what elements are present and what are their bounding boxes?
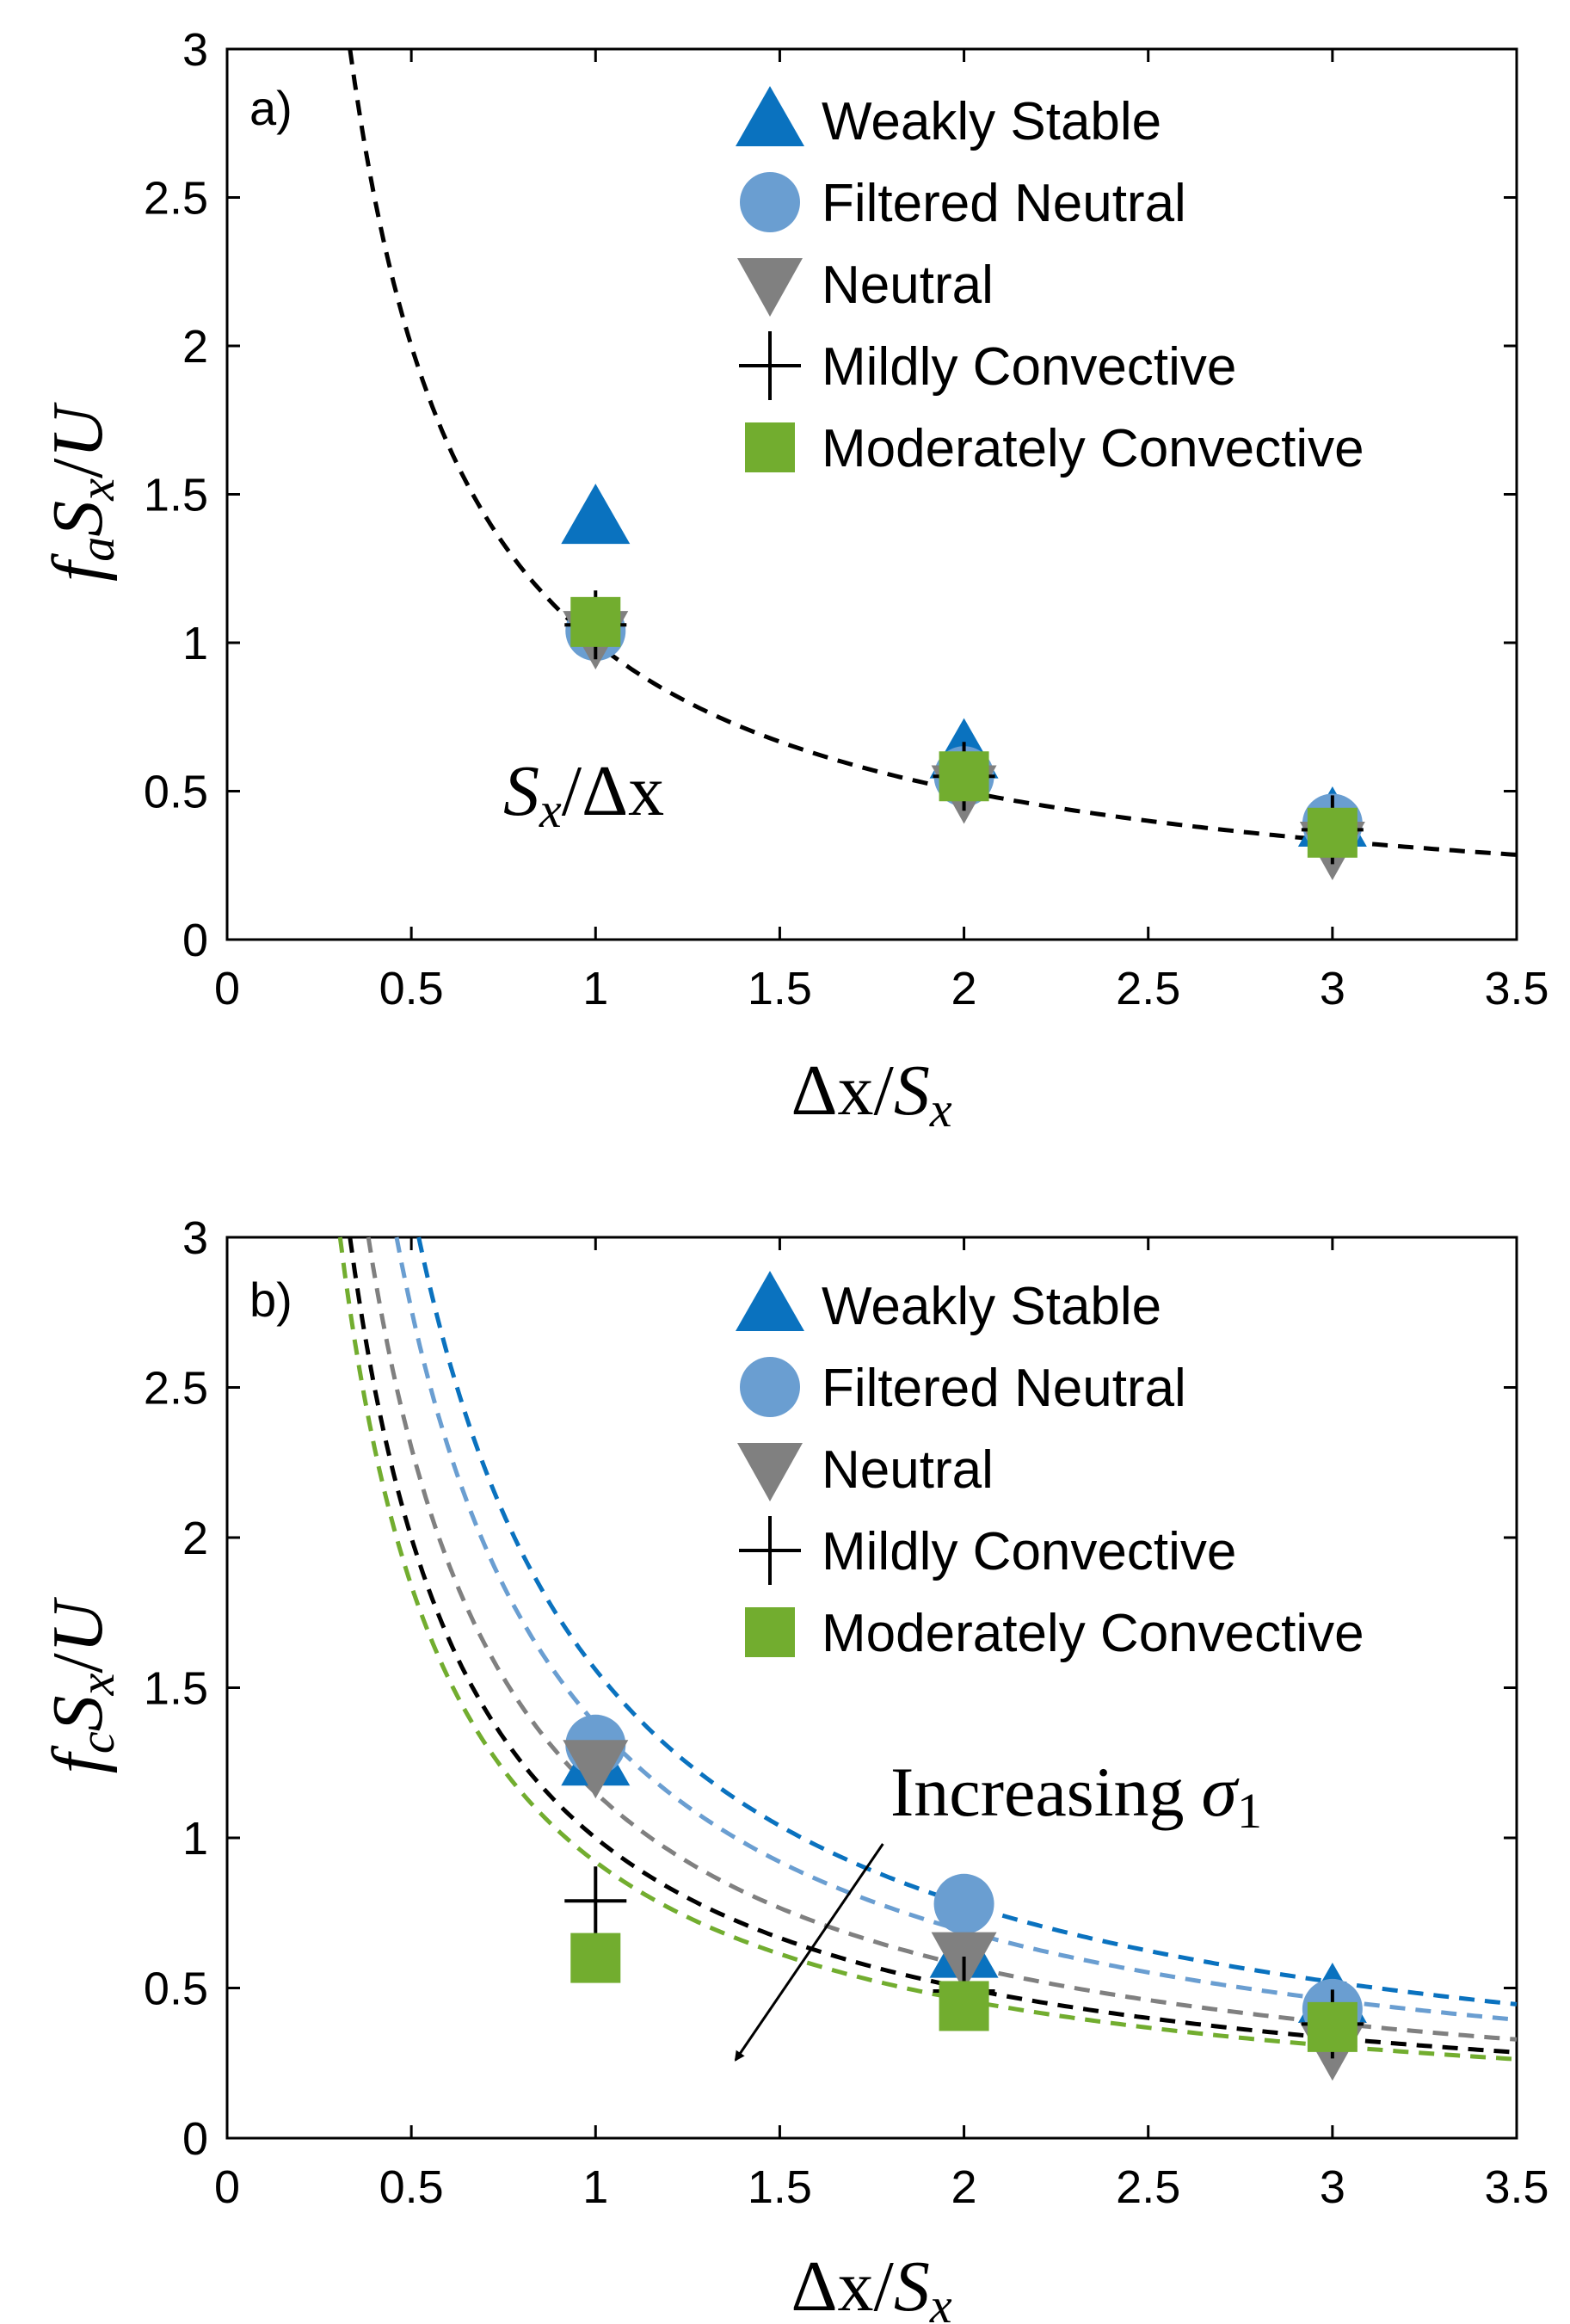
annotation-arrow — [734, 1843, 884, 2062]
legend-label-neutral: Neutral — [822, 256, 994, 315]
data-point-moderately_convective — [939, 1981, 989, 2031]
panel-label-b: b) — [249, 1273, 292, 1327]
x-tick-label: 1 — [582, 2161, 608, 2213]
y-tick-label: 1.5 — [144, 470, 208, 521]
data-point-filtered_neutral — [933, 1873, 994, 1934]
x-tick-label: 3 — [1320, 963, 1345, 1014]
legend-label-filtered_neutral: Filtered Neutral — [822, 174, 1186, 233]
x-tick-label: 2.5 — [1116, 963, 1180, 1014]
y-tick-label: 1 — [182, 1813, 208, 1865]
legend-marker-neutral — [737, 1443, 803, 1501]
points-a — [561, 484, 1367, 881]
legend-marker-weakly_stable — [736, 1271, 804, 1331]
x-tick-label: 0 — [214, 963, 240, 1014]
y-tick-label: 0.5 — [144, 767, 208, 818]
x-tick-label: 1 — [582, 963, 608, 1014]
legend-label-filtered_neutral: Filtered Neutral — [822, 1359, 1186, 1418]
x-tick-label: 2.5 — [1116, 2161, 1180, 2213]
x-axis-label-a: Δx/Sx — [791, 1051, 951, 1137]
data-point-weakly_stable — [561, 484, 631, 545]
y-tick-label: 0 — [182, 915, 208, 966]
data-point-moderately_convective — [1307, 807, 1358, 858]
y-tick-label: 2.5 — [144, 1363, 208, 1415]
y-tick-label: 1.5 — [144, 1663, 208, 1715]
y-tick-label: 3 — [182, 24, 208, 76]
legend-marker-mildly_convective — [739, 1516, 801, 1585]
x-tick-label: 2 — [951, 963, 977, 1014]
y-tick-label: 1 — [182, 618, 208, 669]
data-point-moderately_convective — [1307, 2001, 1358, 2052]
y-tick-label: 2 — [182, 321, 208, 373]
data-point-moderately_convective — [570, 596, 621, 647]
x-tick-label: 0.5 — [379, 963, 444, 1014]
data-point-moderately_convective — [570, 1933, 621, 1983]
y-tick-label: 2 — [182, 1513, 208, 1564]
y-tick-label: 0 — [182, 2113, 208, 2165]
legend-label-moderately_convective: Moderately Convective — [822, 1604, 1364, 1663]
legend-a: Weakly Stable Filtered Neutral Neutral Mild… — [736, 86, 1364, 478]
panel-b: 0 0.5 1 1.5 2 2.5 3 3.5 0 0.5 1 1.5 2 2.5 3 b) Δx/Sx f… — [38, 1212, 1549, 2324]
legend-marker-moderately_convective — [745, 1607, 795, 1657]
data-point-mildly_convective — [564, 1866, 627, 1936]
x-axis-label-b: Δx/Sx — [791, 2247, 951, 2324]
x-tick-label: 0 — [214, 2161, 240, 2213]
legend-b: Weakly Stable Filtered Neutral Neutral Mild… — [736, 1271, 1364, 1663]
legend-label-weakly_stable: Weakly Stable — [822, 92, 1161, 151]
legend-marker-moderately_convective — [745, 422, 795, 472]
legend-marker-filtered_neutral — [740, 1357, 800, 1417]
x-tick-label: 2 — [951, 2161, 977, 2213]
y-tick-label: 3 — [182, 1212, 208, 1264]
y-axis-label-a: faSx/U — [38, 402, 125, 582]
legend-label-mildly_convective: Mildly Convective — [822, 1522, 1236, 1581]
y-tick-label: 0.5 — [144, 1963, 208, 2015]
annotation-ratio-a: Sx/Δx — [503, 751, 664, 838]
x-tick-label: 0.5 — [379, 2161, 444, 2213]
legend-marker-filtered_neutral — [740, 172, 800, 232]
x-tick-label: 3.5 — [1484, 2161, 1548, 2213]
data-point-neutral — [563, 1740, 629, 1799]
x-tick-label: 1.5 — [748, 963, 812, 1014]
legend-marker-neutral — [737, 258, 803, 317]
x-tick-label: 3.5 — [1484, 963, 1548, 1014]
legend-label-weakly_stable: Weakly Stable — [822, 1277, 1161, 1336]
legend-label-mildly_convective: Mildly Convective — [822, 337, 1236, 397]
legend-label-moderately_convective: Moderately Convective — [822, 419, 1364, 478]
annotation-increasing-sigma: Increasing σ1 — [890, 1752, 1262, 1839]
legend-marker-mildly_convective — [739, 331, 801, 400]
points-b — [561, 1714, 1367, 2081]
plot-area-b — [225, 1236, 1518, 2140]
ticks-a: 0 0.5 1 1.5 2 2.5 3 3.5 0 0.5 1 1.5 2 2.5 3 — [144, 24, 1549, 1014]
ticks-b: 0 0.5 1 1.5 2 2.5 3 3.5 0 0.5 1 1.5 2 2.5 3 — [144, 1212, 1549, 2213]
y-tick-label: 2.5 — [144, 173, 208, 225]
x-tick-label: 1.5 — [748, 2161, 812, 2213]
data-point-moderately_convective — [939, 751, 989, 802]
x-tick-label: 3 — [1320, 2161, 1345, 2213]
legend-marker-weakly_stable — [736, 86, 804, 146]
panel-label-a: a) — [249, 81, 292, 135]
y-axis-label-b: fcSx/U — [38, 1596, 125, 1773]
legend-label-neutral: Neutral — [822, 1440, 994, 1500]
plot-area-a — [225, 47, 1518, 941]
panel-a: 0 0.5 1 1.5 2 2.5 3 3.5 0 0.5 1 1.5 2 2.5 3 a) Δx/Sx f… — [38, 24, 1549, 1137]
